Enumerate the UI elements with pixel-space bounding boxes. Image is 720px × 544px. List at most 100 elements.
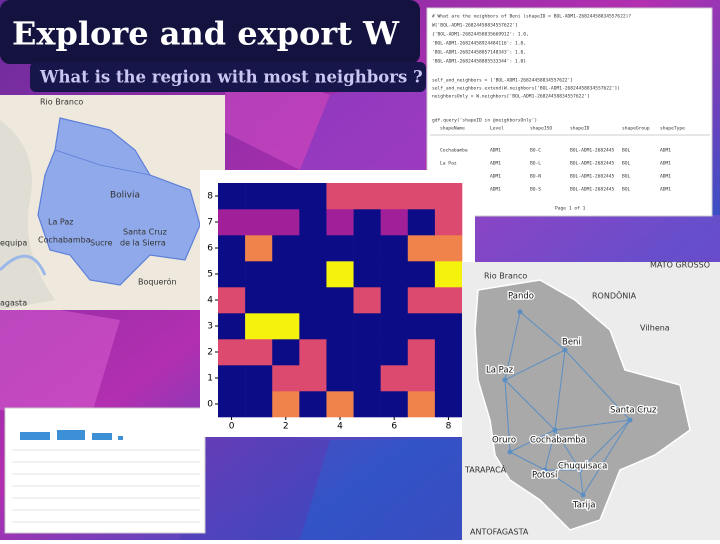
heatmap-cell — [434, 339, 463, 366]
heatmap-cell — [407, 261, 436, 288]
heatmap-cell — [407, 287, 436, 314]
heatmap-cell — [245, 235, 273, 262]
table-cell: BOL-ADM1-2682445 — [570, 161, 614, 167]
heatmap-cell — [272, 209, 300, 236]
code-line: neighborsOnly = W.neighbors['BOL-ADM1-26… — [432, 94, 590, 100]
code-line: {'BOL-ADM1-26824458835669912': 1.0, — [432, 32, 529, 38]
heatmap-cell — [299, 313, 327, 340]
heatmap-cell — [326, 339, 354, 366]
code-line: 'BOL-ADM1-26824458885533344': 1.0} — [432, 59, 526, 65]
table-cell: BO-S — [530, 187, 541, 193]
heatmap-cell — [218, 365, 246, 392]
heatmap-cell — [272, 183, 300, 210]
table-cell: La Paz — [440, 161, 457, 167]
heatmap-cell — [407, 183, 436, 210]
code-line: 'BOL-ADM1-26824458924484116': 1.0, — [432, 41, 526, 47]
table-header: shapeID — [570, 126, 590, 132]
map-label: Boquerón — [138, 277, 177, 287]
heatmap-cell — [299, 339, 327, 366]
map-label: MATO GROSSO — [650, 261, 710, 270]
map-label: equipa — [0, 239, 27, 248]
heatmap-cell — [218, 313, 246, 340]
map-label: agasta — [0, 299, 27, 308]
table-header: shapeName — [440, 126, 465, 132]
node-label: Chuquisaca — [558, 462, 607, 472]
heatmap-cell — [380, 261, 409, 288]
heatmap-cell — [218, 339, 246, 366]
y-tick-label: 3 — [207, 322, 213, 332]
heatmap-cell — [380, 365, 409, 392]
heatmap-cell — [245, 365, 273, 392]
map-label: Rio Branco — [40, 98, 83, 107]
x-tick-label: 4 — [337, 422, 343, 432]
heatmap-cell — [434, 183, 463, 210]
table-cell: ADM1 — [660, 174, 671, 180]
heatmap-cell — [407, 209, 436, 236]
code-line: W['BOL-ADM1-26824458834557622'] — [432, 23, 518, 29]
code-line: 'BOL-ADM1-26824458857148343': 1.0, — [432, 50, 526, 56]
table-cell: ADM1 — [490, 187, 501, 193]
heatmap-cell — [326, 261, 354, 288]
background-polygons — [0, 60, 720, 540]
table-cell: ADM1 — [490, 148, 501, 154]
heatmap-cell — [272, 287, 300, 314]
heatmap-cell — [353, 209, 381, 236]
code-line: self_and_neighbors.extend(W.neighbors['B… — [432, 86, 620, 92]
heatmap-cell — [407, 391, 436, 418]
y-tick-label: 6 — [207, 244, 213, 254]
map-label: de la Sierra — [120, 239, 166, 248]
heatmap-cell — [434, 391, 463, 418]
y-tick-label: 7 — [207, 218, 213, 228]
title: Explore and export W — [12, 15, 400, 53]
code-line: gdf.query('shapeID in @neighborsOnly') — [432, 118, 537, 124]
table-cell: ADM1 — [660, 161, 671, 167]
heatmap-cell — [353, 313, 381, 340]
heatmap-cell — [380, 391, 409, 418]
map-label: La Paz — [48, 218, 73, 227]
map-label: Bolivia — [110, 191, 140, 201]
map-label: ANTOFAGASTA — [470, 528, 529, 537]
heatmap: 0 2 4 6 8 0 1 2 3 4 5 6 7 8 — [207, 183, 463, 432]
heatmap-cell — [380, 235, 409, 262]
heatmap-cell — [407, 235, 436, 262]
y-tick-label: 0 — [207, 400, 213, 410]
heatmap-cell — [353, 287, 381, 314]
heatmap-cell — [380, 287, 409, 314]
heatmap-cell — [326, 209, 354, 236]
heatmap-cell — [245, 261, 273, 288]
table-cell: ADM1 — [660, 187, 671, 193]
pager: Page 1 of 1 — [555, 206, 586, 212]
table-cell: BOL — [622, 174, 631, 180]
x-tick-label: 6 — [391, 422, 397, 432]
node-label: Cochabamba — [530, 436, 586, 446]
heatmap-cell — [272, 391, 300, 418]
table-cell: BO-C — [530, 148, 541, 154]
heatmap-cell — [326, 365, 354, 392]
heatmap-cell — [218, 183, 246, 210]
map-label: Sucre — [90, 239, 113, 248]
heatmap-cell — [218, 209, 246, 236]
heatmap-cell — [272, 261, 300, 288]
table-cell: Cochabamba — [440, 148, 468, 154]
heatmap-cell — [299, 287, 327, 314]
table-header: shapeISO — [530, 126, 552, 132]
title-box — [0, 0, 420, 64]
heatmap-cell — [326, 287, 354, 314]
y-tick-label: 5 — [207, 270, 213, 280]
heatmap-cell — [299, 183, 327, 210]
heatmap-cell — [326, 391, 354, 418]
heatmap-cell — [434, 287, 463, 314]
heatmap-cell — [380, 183, 409, 210]
y-tick-label: 2 — [207, 348, 213, 358]
heatmap-cell — [299, 391, 327, 418]
map-label: Santa Cruz — [123, 228, 167, 237]
subtitle: What is the region with most neighbors ? — [39, 68, 423, 87]
heatmap-cell — [353, 391, 381, 418]
table-cell: BOL — [622, 148, 631, 154]
heatmap-cell — [272, 365, 300, 392]
table-header: shapeType — [660, 126, 685, 132]
code-line: self_and_neighbors = ['BOL-ADM1-26824458… — [432, 78, 573, 84]
subtitle-box — [30, 62, 426, 92]
heatmap-cell — [218, 235, 246, 262]
